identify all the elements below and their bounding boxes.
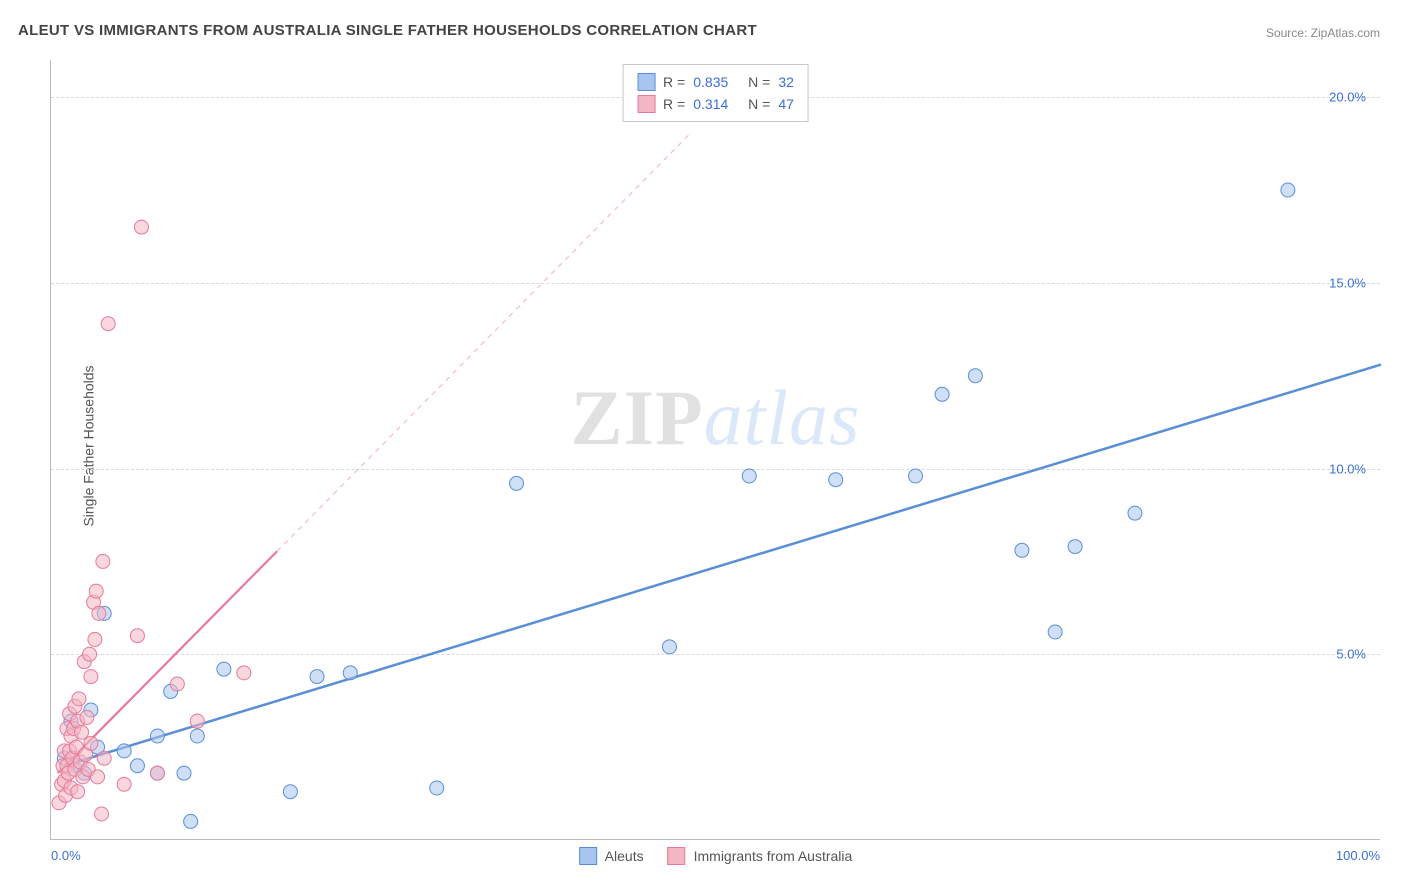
- legend-swatch-aleuts: [579, 847, 597, 865]
- data-point: [72, 692, 86, 706]
- data-point: [96, 554, 110, 568]
- data-point: [89, 584, 103, 598]
- data-point: [88, 632, 102, 646]
- data-point: [310, 670, 324, 684]
- data-point: [909, 469, 923, 483]
- data-point: [1068, 540, 1082, 554]
- data-point: [190, 729, 204, 743]
- chart-title: ALEUT VS IMMIGRANTS FROM AUSTRALIA SINGL…: [18, 22, 757, 39]
- data-point: [97, 751, 111, 765]
- data-point: [662, 640, 676, 654]
- data-point: [92, 606, 106, 620]
- y-tick-label: 5.0%: [1336, 647, 1366, 662]
- legend-swatch-pink: [637, 95, 655, 113]
- data-point: [134, 220, 148, 234]
- chart-svg: [51, 60, 1380, 839]
- data-point: [217, 662, 231, 676]
- legend-item-aleuts: Aleuts: [579, 847, 644, 865]
- data-point: [343, 666, 357, 680]
- y-tick-label: 20.0%: [1329, 90, 1366, 105]
- data-point: [101, 317, 115, 331]
- data-point: [80, 710, 94, 724]
- y-tick-label: 15.0%: [1329, 275, 1366, 290]
- data-point: [1281, 183, 1295, 197]
- data-point: [968, 369, 982, 383]
- x-tick-min: 0.0%: [51, 848, 81, 863]
- data-point: [91, 770, 105, 784]
- data-point: [510, 476, 524, 490]
- data-point: [1128, 506, 1142, 520]
- x-tick-max: 100.0%: [1336, 848, 1380, 863]
- data-point: [177, 766, 191, 780]
- data-point: [117, 777, 131, 791]
- data-point: [190, 714, 204, 728]
- data-point: [83, 647, 97, 661]
- data-point: [130, 629, 144, 643]
- data-point: [117, 744, 131, 758]
- data-point: [84, 736, 98, 750]
- data-point: [95, 807, 109, 821]
- plot-area: ZIPatlas R = 0.835 N = 32 R = 0.314 N = …: [50, 60, 1380, 840]
- data-point: [283, 785, 297, 799]
- data-point: [742, 469, 756, 483]
- legend-swatch-blue: [637, 73, 655, 91]
- legend-stats-row-1: R = 0.835 N = 32: [637, 71, 794, 93]
- data-point: [71, 785, 85, 799]
- legend-item-immigrants: Immigrants from Australia: [668, 847, 853, 865]
- data-point: [150, 729, 164, 743]
- legend-stats-box: R = 0.835 N = 32 R = 0.314 N = 47: [622, 64, 809, 122]
- data-point: [430, 781, 444, 795]
- data-point: [170, 677, 184, 691]
- data-point: [84, 670, 98, 684]
- legend-stats-row-2: R = 0.314 N = 47: [637, 93, 794, 115]
- legend-swatch-immigrants: [668, 847, 686, 865]
- data-point: [130, 759, 144, 773]
- data-point: [1015, 543, 1029, 557]
- data-point: [237, 666, 251, 680]
- legend-bottom: Aleuts Immigrants from Australia: [579, 847, 853, 865]
- y-tick-label: 10.0%: [1329, 461, 1366, 476]
- data-point: [184, 814, 198, 828]
- data-point: [75, 725, 89, 739]
- data-point: [1048, 625, 1062, 639]
- data-point: [829, 473, 843, 487]
- source-attribution: Source: ZipAtlas.com: [1266, 26, 1380, 40]
- data-point: [935, 387, 949, 401]
- data-point: [150, 766, 164, 780]
